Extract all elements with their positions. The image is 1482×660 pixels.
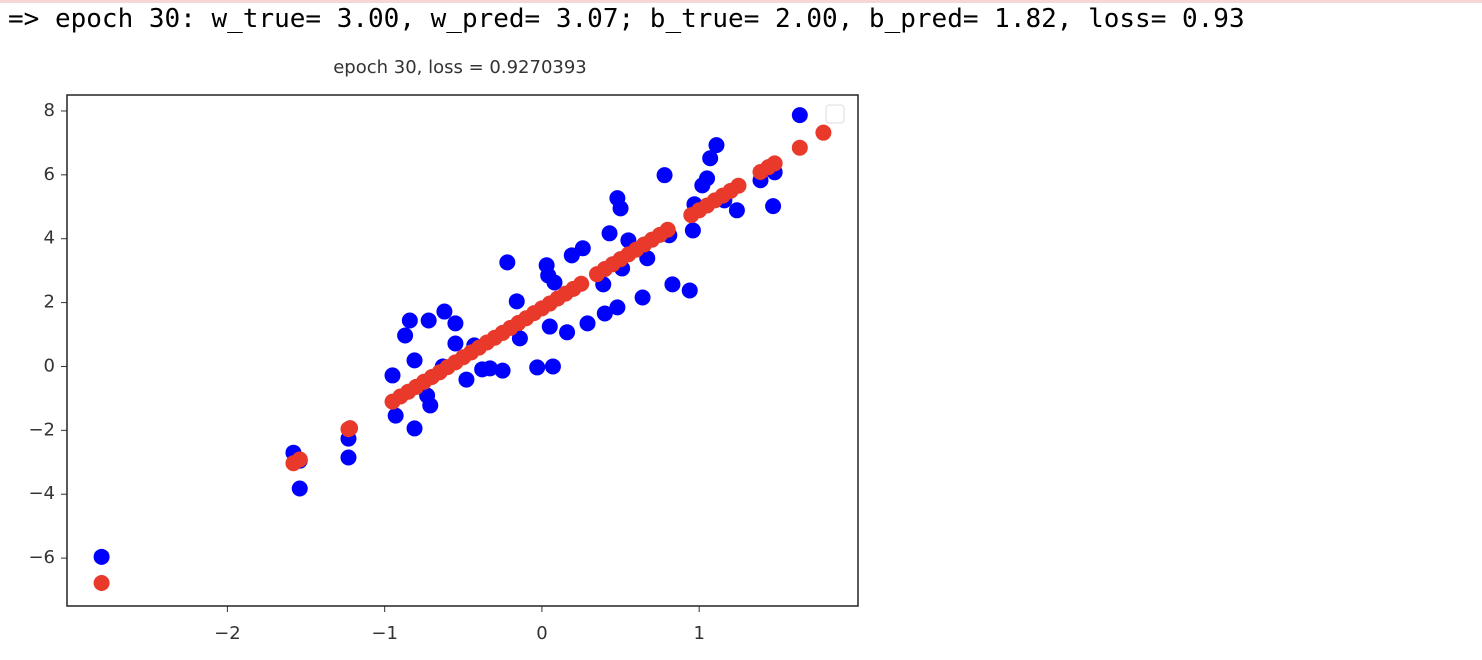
point: [511, 330, 528, 347]
point: [397, 327, 414, 344]
point: [482, 360, 499, 377]
point: [664, 276, 681, 293]
point: [291, 480, 308, 497]
point: [387, 407, 404, 424]
cell-border: [0, 0, 1482, 3]
y-tick-label: −2: [28, 419, 55, 440]
point: [447, 335, 464, 352]
point: [541, 318, 558, 335]
point: [384, 367, 401, 384]
point: [93, 548, 110, 565]
point: [708, 137, 725, 154]
legend: [825, 104, 845, 124]
x-tick-label: −2: [214, 623, 241, 644]
point: [342, 420, 359, 437]
point: [291, 451, 308, 468]
point: [406, 420, 423, 437]
y-tick-label: 0: [44, 355, 55, 376]
point: [702, 150, 719, 167]
point: [436, 303, 453, 320]
point: [458, 371, 475, 388]
point: [730, 177, 747, 194]
point: [681, 282, 698, 299]
point: [93, 575, 110, 592]
y-tick-label: 4: [44, 228, 55, 249]
point: [659, 221, 676, 238]
point: [340, 449, 357, 466]
y-tick-label: −6: [28, 547, 55, 568]
point: [422, 397, 439, 414]
point: [573, 275, 590, 292]
point: [401, 312, 418, 329]
x-tick-label: −1: [371, 623, 398, 644]
point: [546, 274, 563, 291]
point: [529, 359, 546, 376]
point: [612, 200, 629, 217]
point: [579, 315, 596, 332]
y-tick-label: 8: [44, 100, 55, 121]
point: [420, 312, 437, 329]
point: [447, 315, 464, 332]
point: [791, 107, 808, 124]
point: [494, 362, 511, 379]
point: [815, 124, 832, 141]
console-output: => epoch 30: w_true= 3.00, w_pred= 3.07;…: [8, 4, 1245, 34]
point: [766, 155, 783, 172]
point: [601, 225, 618, 242]
point: [634, 289, 651, 306]
point: [609, 299, 626, 316]
point: [596, 305, 613, 322]
point: [684, 222, 701, 239]
x-tick-label: 1: [693, 623, 704, 644]
y-tick-label: 2: [44, 292, 55, 313]
y-tick-label: 6: [44, 164, 55, 185]
chart-title: epoch 30, loss = 0.9270393: [333, 57, 587, 78]
point: [544, 358, 561, 375]
point: [574, 240, 591, 257]
point: [639, 250, 656, 267]
point: [791, 139, 808, 156]
x-tick-label: 0: [536, 623, 547, 644]
y-tick-label: −4: [28, 483, 55, 504]
plot-frame: [66, 94, 859, 607]
point: [699, 170, 716, 187]
chart: epoch 30, loss = 0.9270393 −2 −1 0 1 −6 −4 −2 0…: [28, 57, 859, 644]
point: [508, 293, 525, 310]
point: [656, 167, 673, 184]
point: [559, 324, 576, 341]
point: [406, 352, 423, 369]
point: [499, 254, 516, 271]
point: [728, 202, 745, 219]
point: [765, 198, 782, 215]
